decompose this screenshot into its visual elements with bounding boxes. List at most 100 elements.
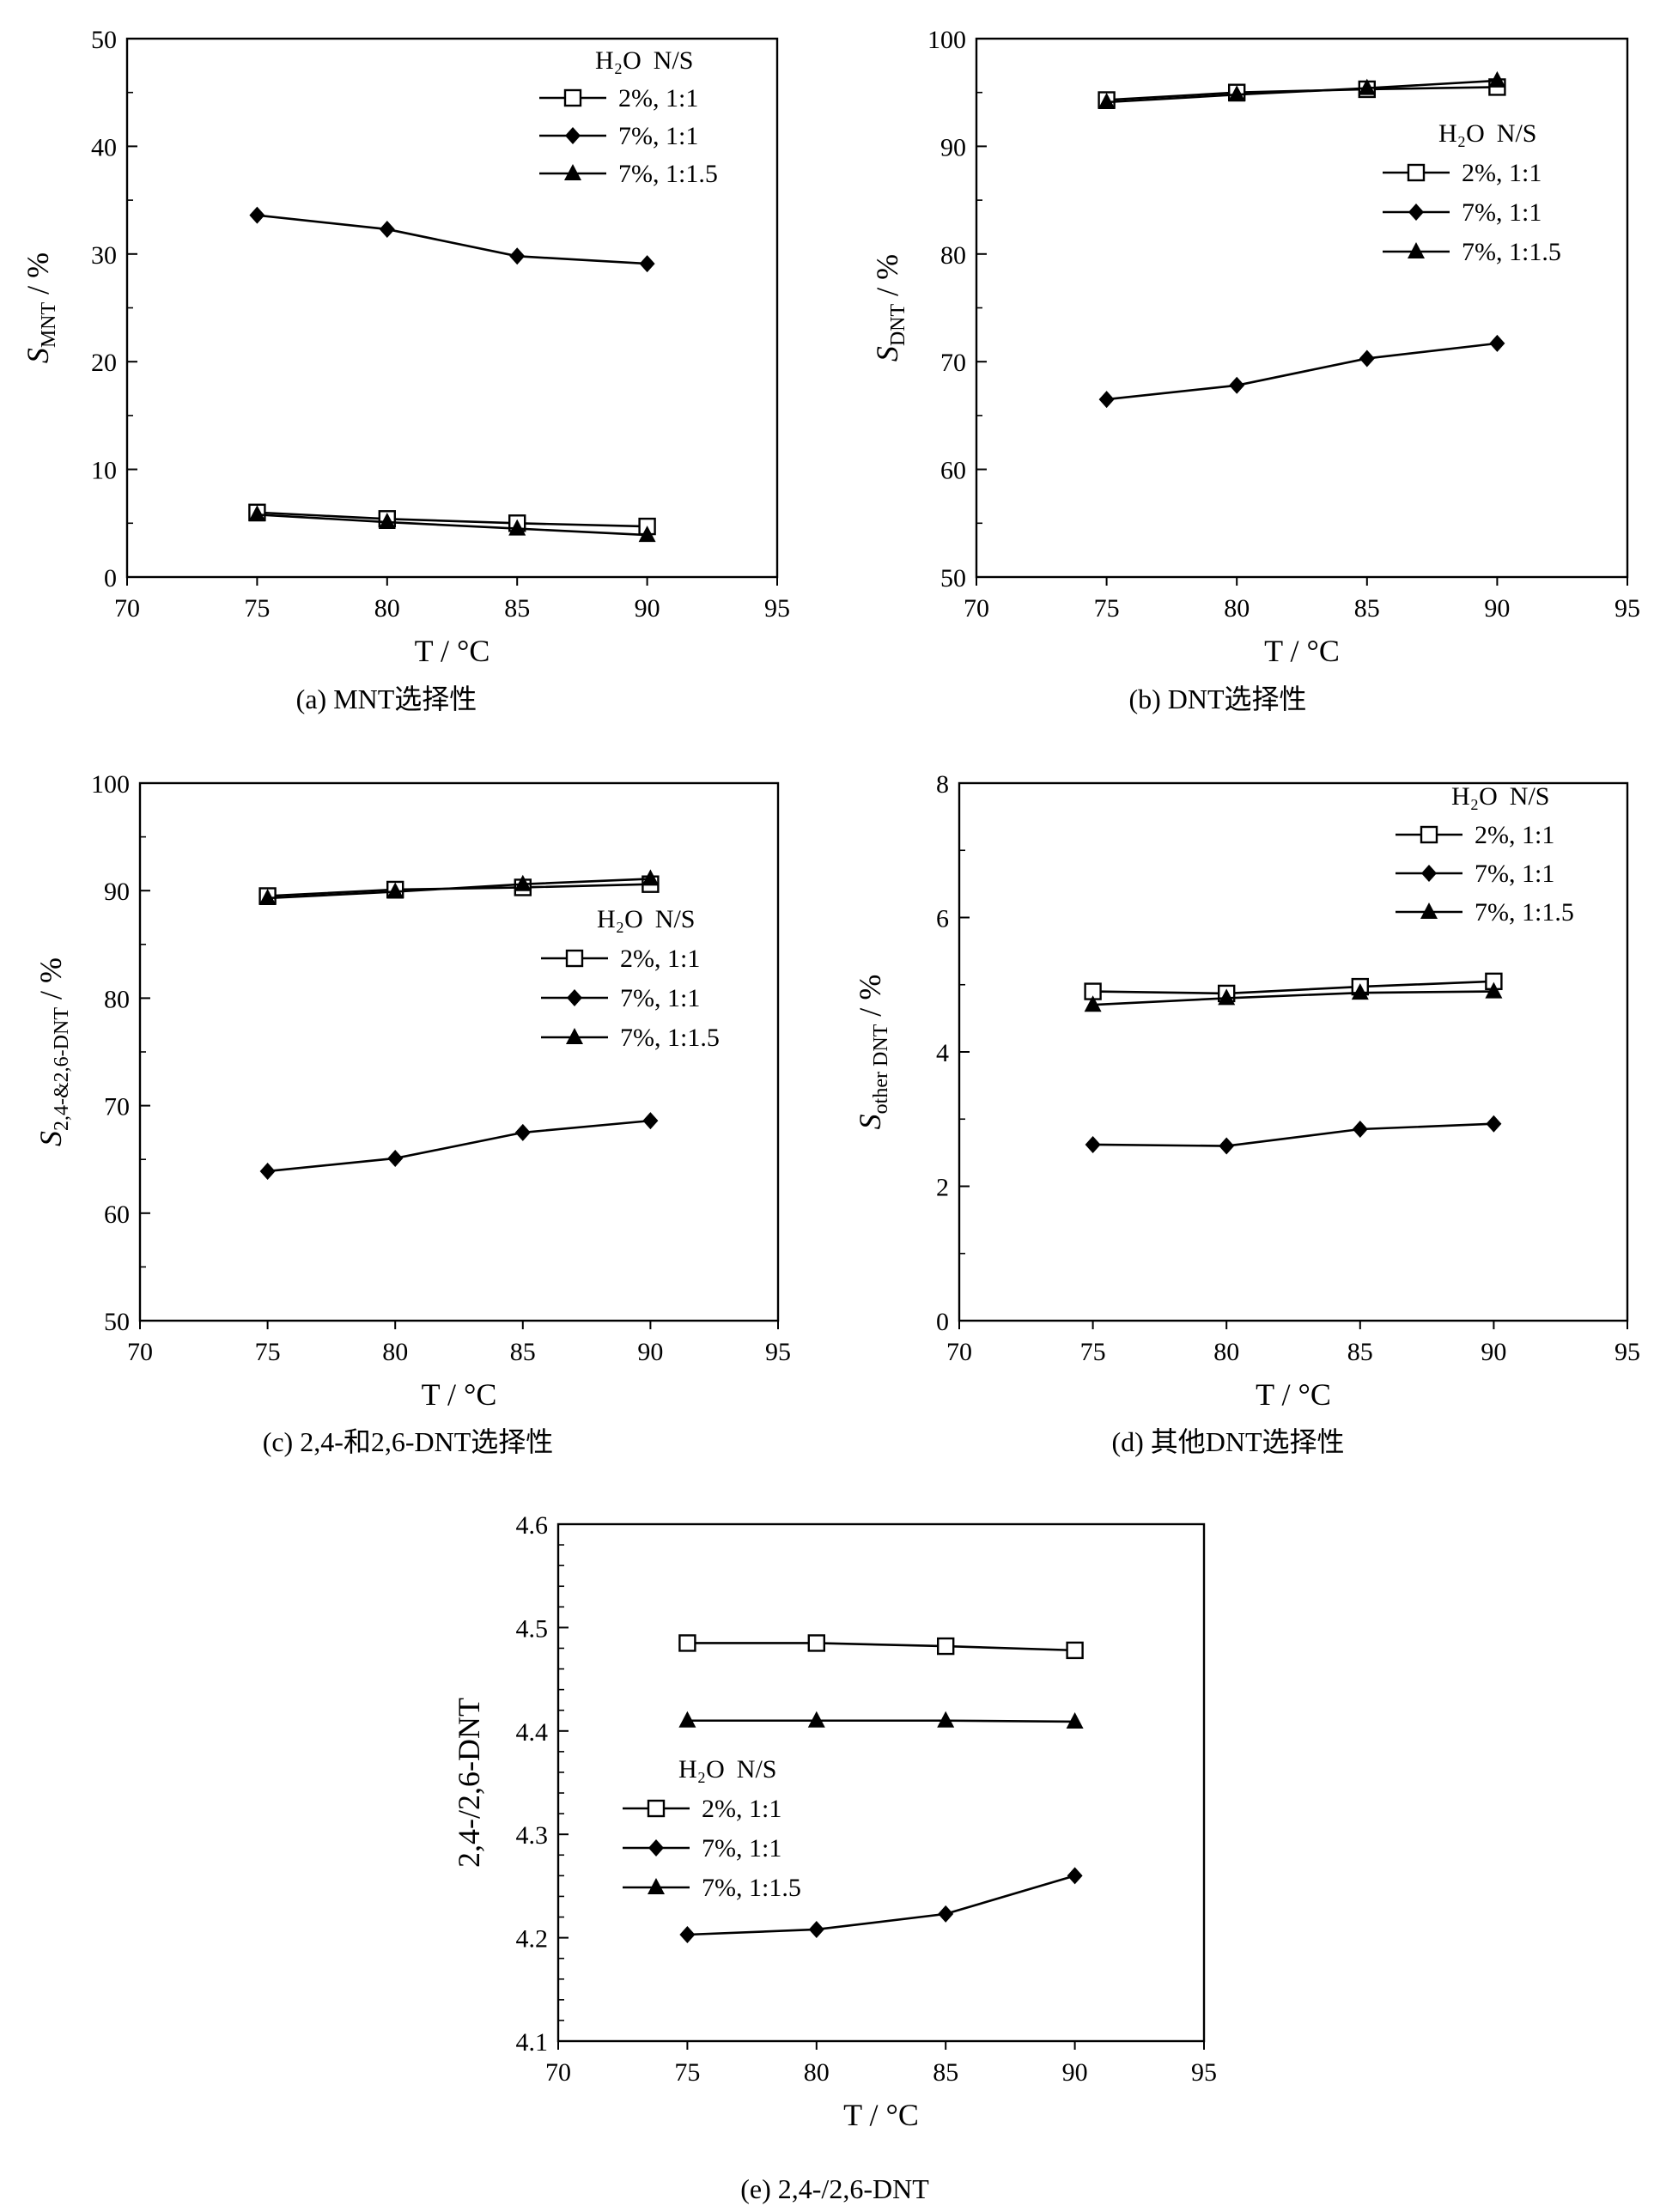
legend-entry: 2%, 1:1 <box>620 945 700 973</box>
diamond-marker <box>509 247 526 265</box>
diamond-marker <box>1229 376 1245 394</box>
triangle-marker <box>1084 995 1102 1012</box>
legend-entry: 7%, 1:1 <box>1462 198 1542 227</box>
y-tick-label: 2 <box>936 1174 949 1202</box>
x-tick-label: 70 <box>545 2058 571 2087</box>
x-tick-label: 80 <box>1213 1338 1239 1366</box>
y-tick-label: 4 <box>936 1039 949 1067</box>
chart-panel-b: 50 60 70 80 90 100 70 75 80 85 90 95 T / °C SDNT / % H… <box>870 26 1640 714</box>
legend-entry: 2%, 1:1 <box>702 1795 781 1823</box>
triangle-marker <box>807 1711 825 1728</box>
x-tick-label: 70 <box>964 594 989 623</box>
legend-entry: 7%, 1:1 <box>702 1834 781 1863</box>
x-tick-label: 90 <box>1484 594 1510 623</box>
legend-entry: 2%, 1:1 <box>1475 821 1554 849</box>
square-marker <box>1420 825 1438 844</box>
diamond-marker <box>1359 349 1375 368</box>
x-tick-label: 80 <box>382 1338 408 1366</box>
x-tick-label: 70 <box>114 594 140 623</box>
triangle-marker <box>1408 242 1425 258</box>
y-tick-label: 100 <box>927 26 966 54</box>
panel-caption: (e) 2,4-/2,6-DNT <box>740 2173 929 2204</box>
legend-entry: 7%, 1:1.5 <box>618 160 718 188</box>
diamond-marker <box>514 1123 531 1141</box>
series-line-1 <box>257 511 648 528</box>
series-line-2 <box>257 214 648 265</box>
y-axis-label: 2,4-/2,6-DNT <box>452 1698 486 1868</box>
triangle-marker <box>508 519 526 536</box>
chart-panel-e: 4.1 4.2 4.3 4.4 4.5 4.6 70 75 80 85 90 95 T / °C 2,4-… <box>452 1511 1217 2204</box>
series-line-3 <box>687 1719 1075 1723</box>
x-tick-label: 90 <box>1062 2058 1088 2087</box>
square-marker <box>678 1634 696 1652</box>
diamond-marker <box>1098 391 1115 409</box>
legend: H₂O N/S 2%, 1:1 7%, 1:1 7%, 1:1.5 <box>541 905 720 1052</box>
y-axis-label: Sother DNT / % <box>853 975 892 1130</box>
x-tick-label: 95 <box>1614 1338 1640 1366</box>
x-tick-label: 95 <box>1191 2058 1217 2087</box>
series-line-1 <box>1092 980 1494 995</box>
y-tick-label: 50 <box>104 1308 130 1336</box>
legend-header: H₂O N/S <box>595 46 693 75</box>
y-tick-label: 90 <box>104 878 130 906</box>
series-line-3 <box>267 878 651 900</box>
diamond-marker <box>679 1925 696 1943</box>
y-tick-label: 30 <box>91 241 117 270</box>
x-tick-label: 90 <box>1481 1338 1506 1366</box>
x-tick-label: 85 <box>1347 1338 1373 1366</box>
y-axis-label: S2,4-&2,6-DNT / % <box>33 957 73 1146</box>
legend-entry: 7%, 1:1 <box>620 984 700 1012</box>
series-line-3 <box>1106 79 1498 104</box>
diamond-marker <box>808 1920 824 1938</box>
x-axis-label: T / °C <box>843 2098 919 2132</box>
triangle-marker <box>678 1711 696 1728</box>
triangle-marker <box>1420 902 1438 919</box>
y-tick-label: 0 <box>936 1308 949 1336</box>
x-tick-label: 95 <box>1614 594 1640 623</box>
x-tick-label: 85 <box>933 2058 958 2087</box>
y-tick-label: 20 <box>91 349 117 377</box>
y-tick-label: 8 <box>936 770 949 799</box>
y-tick-label: 50 <box>91 26 117 54</box>
legend-entry: 7%, 1:1.5 <box>1475 898 1574 927</box>
y-tick-label: 4.1 <box>516 2028 549 2057</box>
x-tick-label: 80 <box>374 594 400 623</box>
square-marker <box>807 1634 825 1652</box>
x-tick-label: 80 <box>1224 594 1250 623</box>
triangle-marker <box>937 1711 955 1728</box>
legend-header: H₂O N/S <box>1438 119 1536 148</box>
diamond-marker <box>565 127 581 144</box>
y-tick-label: 4.3 <box>516 1821 549 1850</box>
legend-entry: 7%, 1:1 <box>1475 860 1554 888</box>
x-tick-label: 70 <box>946 1338 972 1366</box>
diamond-marker <box>1219 1137 1235 1155</box>
y-tick-label: 80 <box>104 985 130 1013</box>
x-tick-label: 90 <box>637 1338 663 1366</box>
legend-entry: 2%, 1:1 <box>618 84 698 112</box>
square-marker <box>565 949 584 968</box>
y-tick-label: 80 <box>940 241 966 270</box>
x-tick-label: 95 <box>764 594 790 623</box>
series-line-2 <box>1106 342 1498 401</box>
triangle-marker <box>564 164 581 180</box>
diamond-marker <box>1486 1115 1502 1133</box>
y-axis-label: SDNT / % <box>870 254 909 362</box>
triangle-marker <box>1488 70 1506 88</box>
x-tick-label: 85 <box>504 594 530 623</box>
diamond-marker <box>1085 1135 1101 1153</box>
triangle-marker <box>1351 983 1369 1000</box>
legend-entry: 7%, 1:1.5 <box>702 1874 801 1902</box>
triangle-marker <box>248 505 266 522</box>
series-line-3 <box>257 513 648 537</box>
y-tick-label: 60 <box>104 1200 130 1229</box>
x-tick-label: 90 <box>635 594 660 623</box>
legend-entry: 7%, 1:1.5 <box>620 1024 720 1052</box>
triangle-marker <box>1358 78 1376 95</box>
diamond-marker <box>642 1112 659 1130</box>
square-marker <box>563 88 582 107</box>
y-tick-label: 4.2 <box>516 1925 549 1954</box>
x-tick-label: 75 <box>674 2058 700 2087</box>
y-tick-label: 10 <box>91 457 117 485</box>
diamond-marker <box>387 1149 404 1167</box>
series-line-2 <box>267 1119 651 1173</box>
